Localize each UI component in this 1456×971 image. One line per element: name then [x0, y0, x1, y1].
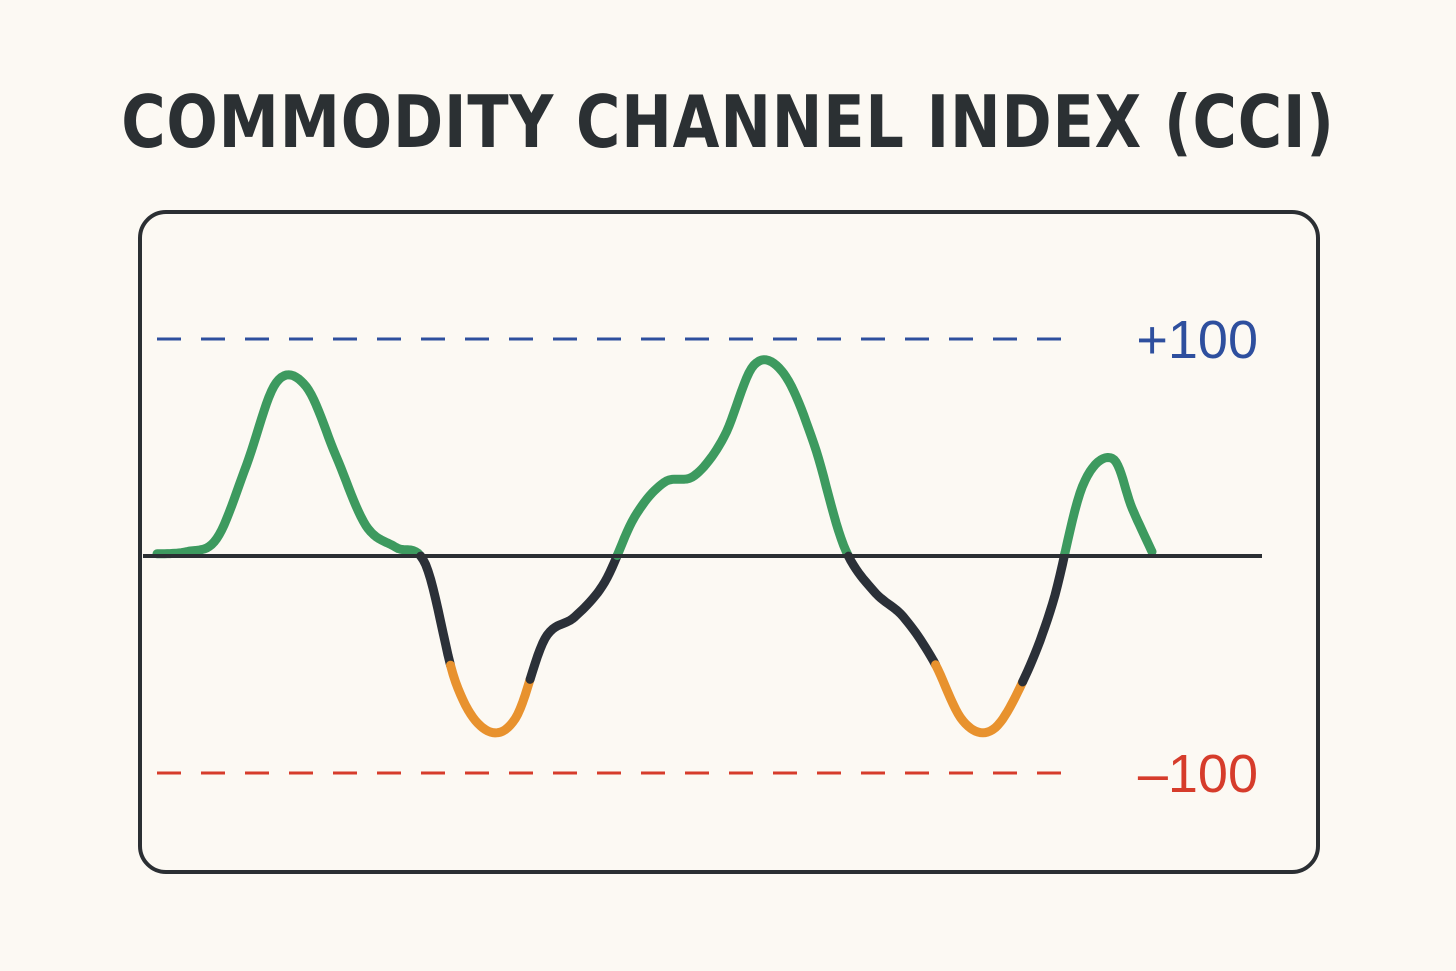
- overbought-label: +100: [1136, 310, 1258, 370]
- cci-line-segment-2: [446, 660, 535, 738]
- chart-frame: [138, 210, 1320, 874]
- oversold-label: –100: [1138, 744, 1258, 804]
- cci-line-segment-1: [416, 551, 455, 670]
- cci-line-segment-3: [525, 551, 622, 684]
- series-layer: [143, 355, 1262, 738]
- cci-line-segment-6: [931, 660, 1028, 738]
- cci-line-segment-8: [1060, 453, 1157, 558]
- cci-line-segment-5: [844, 551, 941, 670]
- chart-title: COMMODITY CHANNEL INDEX (CCI): [121, 80, 1335, 164]
- cci-line-segment-4: [612, 355, 853, 561]
- cci-line-segment-7: [1018, 548, 1070, 687]
- cci-line-segment-0: [152, 370, 426, 561]
